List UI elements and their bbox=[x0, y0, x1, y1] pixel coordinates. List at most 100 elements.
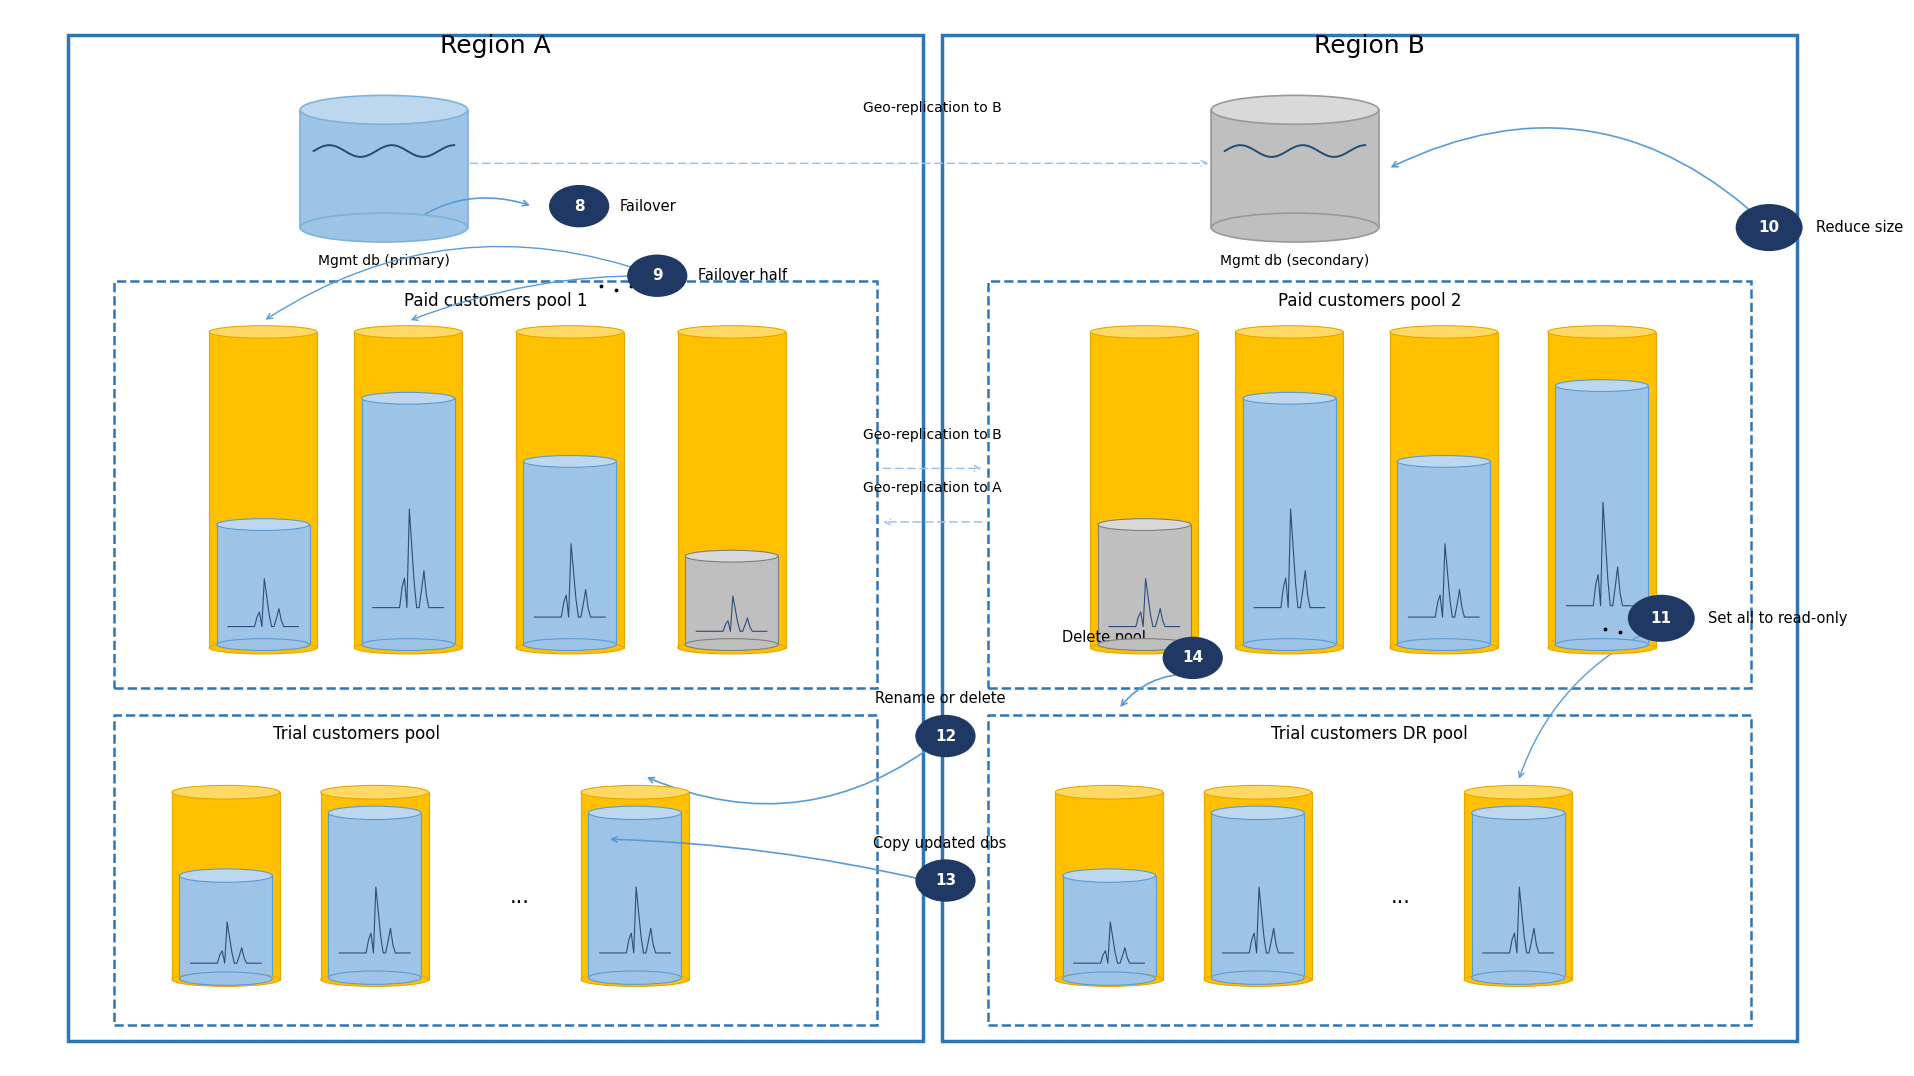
Ellipse shape bbox=[1055, 973, 1162, 987]
Ellipse shape bbox=[915, 714, 974, 758]
Ellipse shape bbox=[1464, 973, 1571, 987]
Polygon shape bbox=[588, 812, 681, 978]
Ellipse shape bbox=[515, 326, 624, 338]
Ellipse shape bbox=[523, 639, 616, 651]
Ellipse shape bbox=[180, 869, 272, 882]
Ellipse shape bbox=[1089, 641, 1198, 654]
Text: Paid customers pool 1: Paid customers pool 1 bbox=[404, 292, 588, 310]
Text: Geo-replication to A: Geo-replication to A bbox=[863, 481, 1001, 495]
Ellipse shape bbox=[915, 860, 974, 902]
Ellipse shape bbox=[1554, 639, 1648, 651]
Text: 9: 9 bbox=[651, 268, 662, 283]
Polygon shape bbox=[515, 331, 624, 648]
Polygon shape bbox=[1554, 385, 1648, 645]
Ellipse shape bbox=[588, 806, 681, 820]
Text: Failover half: Failover half bbox=[699, 268, 787, 283]
Ellipse shape bbox=[354, 641, 461, 654]
Ellipse shape bbox=[1470, 971, 1564, 985]
Ellipse shape bbox=[362, 393, 454, 405]
Ellipse shape bbox=[1212, 971, 1303, 985]
Ellipse shape bbox=[678, 326, 785, 338]
Ellipse shape bbox=[216, 519, 310, 530]
Ellipse shape bbox=[180, 972, 272, 986]
Ellipse shape bbox=[320, 785, 429, 799]
Polygon shape bbox=[1242, 398, 1336, 645]
Ellipse shape bbox=[354, 326, 461, 338]
Ellipse shape bbox=[1162, 637, 1223, 679]
Ellipse shape bbox=[1235, 641, 1342, 654]
Text: 12: 12 bbox=[934, 728, 955, 744]
Ellipse shape bbox=[580, 785, 689, 799]
Ellipse shape bbox=[1097, 519, 1191, 530]
Ellipse shape bbox=[1547, 326, 1656, 338]
Ellipse shape bbox=[1212, 96, 1378, 124]
Ellipse shape bbox=[580, 973, 689, 987]
Text: Paid customers pool 2: Paid customers pool 2 bbox=[1277, 292, 1460, 310]
Polygon shape bbox=[1464, 792, 1571, 979]
Text: Set all to read-only: Set all to read-only bbox=[1707, 611, 1847, 626]
Ellipse shape bbox=[1397, 639, 1489, 651]
Ellipse shape bbox=[1397, 455, 1489, 467]
Ellipse shape bbox=[1554, 380, 1648, 392]
Ellipse shape bbox=[1062, 869, 1154, 882]
Ellipse shape bbox=[216, 639, 310, 651]
Text: 11: 11 bbox=[1650, 611, 1671, 626]
Ellipse shape bbox=[1734, 204, 1801, 251]
Ellipse shape bbox=[1390, 326, 1497, 338]
Polygon shape bbox=[1470, 812, 1564, 978]
Ellipse shape bbox=[1547, 641, 1656, 654]
Polygon shape bbox=[354, 331, 461, 648]
Polygon shape bbox=[209, 331, 318, 648]
Polygon shape bbox=[1547, 331, 1656, 648]
Ellipse shape bbox=[549, 185, 609, 227]
Text: Delete pool: Delete pool bbox=[1062, 631, 1146, 645]
Text: Mgmt db (primary): Mgmt db (primary) bbox=[318, 254, 450, 268]
Text: Trial customers DR pool: Trial customers DR pool bbox=[1271, 725, 1466, 744]
Text: Copy updated dbs: Copy updated dbs bbox=[873, 836, 1007, 850]
Ellipse shape bbox=[515, 641, 624, 654]
Text: 14: 14 bbox=[1181, 650, 1202, 665]
Polygon shape bbox=[320, 792, 429, 979]
Ellipse shape bbox=[685, 550, 777, 562]
Polygon shape bbox=[685, 556, 777, 645]
Polygon shape bbox=[1089, 331, 1198, 648]
Text: Reduce size: Reduce size bbox=[1814, 221, 1903, 235]
FancyBboxPatch shape bbox=[67, 34, 923, 1042]
Ellipse shape bbox=[209, 641, 318, 654]
Ellipse shape bbox=[678, 641, 785, 654]
Text: ...: ... bbox=[1390, 887, 1411, 907]
FancyBboxPatch shape bbox=[942, 34, 1795, 1042]
Polygon shape bbox=[523, 462, 616, 645]
Polygon shape bbox=[172, 792, 279, 979]
Text: Trial customers pool: Trial customers pool bbox=[272, 725, 440, 744]
Ellipse shape bbox=[1089, 326, 1198, 338]
Ellipse shape bbox=[685, 639, 777, 651]
Text: Region B: Region B bbox=[1313, 33, 1424, 58]
Ellipse shape bbox=[1470, 806, 1564, 820]
Polygon shape bbox=[678, 331, 785, 648]
Polygon shape bbox=[1235, 331, 1342, 648]
Polygon shape bbox=[1397, 462, 1489, 645]
Ellipse shape bbox=[300, 213, 467, 242]
Text: Failover: Failover bbox=[620, 199, 676, 214]
Ellipse shape bbox=[626, 255, 687, 297]
Text: Mgmt db (secondary): Mgmt db (secondary) bbox=[1219, 254, 1369, 268]
Ellipse shape bbox=[300, 96, 467, 124]
Polygon shape bbox=[1212, 812, 1303, 978]
Polygon shape bbox=[180, 876, 272, 978]
Ellipse shape bbox=[327, 971, 421, 985]
Ellipse shape bbox=[1212, 806, 1303, 820]
Ellipse shape bbox=[1055, 785, 1162, 799]
Ellipse shape bbox=[362, 639, 454, 651]
Ellipse shape bbox=[1204, 973, 1311, 987]
Ellipse shape bbox=[1062, 972, 1154, 986]
Text: 10: 10 bbox=[1757, 221, 1778, 235]
Text: Geo-replication to B: Geo-replication to B bbox=[863, 101, 1001, 115]
Polygon shape bbox=[327, 812, 421, 978]
Ellipse shape bbox=[1097, 639, 1191, 651]
Text: ...: ... bbox=[509, 887, 530, 907]
Polygon shape bbox=[1097, 525, 1191, 645]
Ellipse shape bbox=[1204, 785, 1311, 799]
Ellipse shape bbox=[1390, 641, 1497, 654]
Polygon shape bbox=[216, 525, 310, 645]
